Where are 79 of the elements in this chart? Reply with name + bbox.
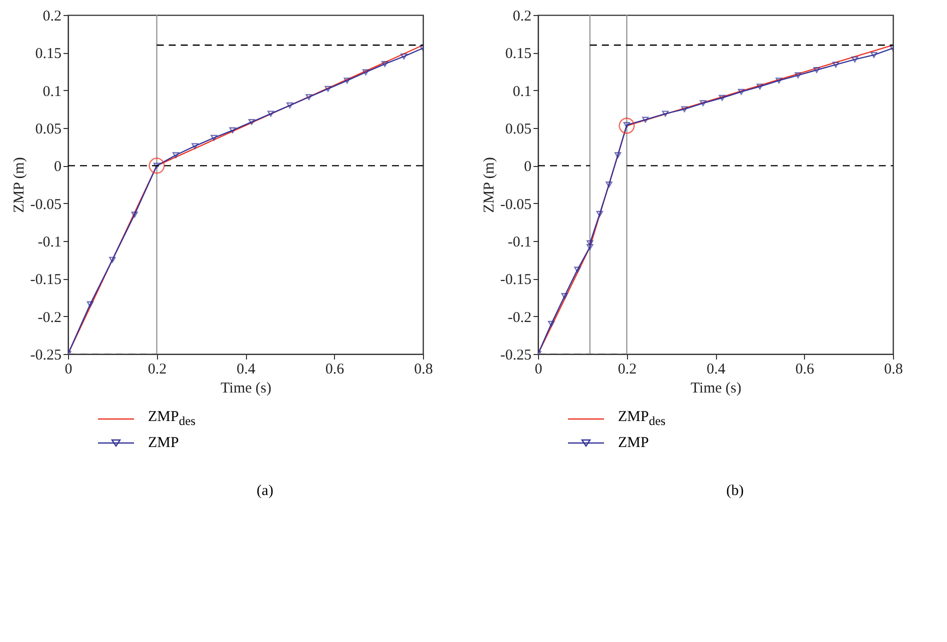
point	[382, 60, 388, 67]
point	[642, 116, 649, 123]
point	[229, 127, 236, 134]
point	[210, 134, 218, 141]
legend-label: ZMP	[148, 434, 179, 452]
point	[324, 86, 332, 92]
point	[561, 293, 568, 299]
point	[267, 110, 274, 117]
point	[738, 88, 745, 95]
point	[606, 182, 612, 188]
y-tick-label: -0.25	[30, 348, 62, 364]
x-tick-label: 0.8	[884, 362, 903, 378]
x-tick-label: 0.6	[795, 362, 815, 378]
y-tick-label: 0	[524, 159, 532, 176]
y-tick-label: -0.15	[500, 272, 532, 288]
point	[586, 240, 594, 246]
legend-label: ZMP$_{des}$	[148, 409, 196, 429]
point	[832, 62, 840, 68]
point	[681, 106, 688, 112]
y-tick-label: -0.15	[30, 272, 62, 288]
point	[548, 320, 555, 327]
y-tick-label: -0.05	[500, 196, 532, 213]
point	[109, 256, 116, 263]
x-tick-label: 0.4	[706, 362, 726, 378]
y-tick-label: -0.1	[38, 234, 62, 250]
point	[148, 158, 165, 174]
point	[586, 244, 594, 250]
x-axis-title: Time (s)	[220, 380, 272, 396]
y-axis-title: ZMP (m)	[481, 157, 498, 213]
y-tick-label: -0.05	[30, 196, 62, 213]
y-tick-label: 0.1	[42, 84, 62, 100]
legend-label: ZMP	[618, 434, 649, 452]
y-tick-label: -0.2	[508, 310, 532, 326]
point	[852, 56, 858, 62]
y-tick-label: -0.1	[508, 234, 532, 250]
y-tick-label: 0.05	[35, 122, 62, 138]
point	[286, 102, 294, 108]
point	[718, 94, 726, 101]
x-tick-label: 0.6	[325, 362, 345, 378]
point	[248, 119, 256, 125]
y-axis-title: ZMP (m)	[11, 157, 28, 213]
point	[86, 301, 94, 308]
point	[172, 152, 180, 158]
legend-label: ZMP$_{des}$	[618, 409, 666, 429]
point	[756, 84, 764, 90]
point	[614, 152, 622, 158]
point	[794, 72, 802, 78]
point	[776, 78, 782, 84]
point	[131, 212, 138, 218]
point	[344, 78, 350, 84]
x-tick-label: 0.8	[414, 362, 433, 378]
point	[700, 100, 706, 106]
point	[306, 94, 312, 100]
x-tick-label: 0.4	[236, 362, 256, 378]
y-tick-label: 0.2	[512, 8, 532, 24]
point	[192, 143, 198, 150]
y-tick-label: 0.1	[512, 84, 532, 100]
point	[662, 110, 669, 117]
y-tick-label: 0.05	[505, 122, 532, 138]
x-tick-label: 0.2	[148, 362, 167, 378]
y-tick-label: 0.15	[35, 46, 62, 62]
y-tick-label: -0.2	[38, 310, 62, 326]
point	[400, 53, 408, 60]
x-tick-label: 0	[64, 362, 72, 378]
point	[574, 266, 581, 273]
y-tick-label: -0.25	[500, 348, 532, 364]
x-axis-title: Time (s)	[690, 380, 742, 396]
y-tick-label: 0.2	[42, 8, 62, 24]
text: (b)	[725, 483, 745, 500]
point	[362, 69, 370, 76]
point	[813, 67, 820, 73]
point	[618, 118, 635, 134]
x-tick-label: 0.2	[618, 362, 637, 378]
y-tick-label: 0.15	[505, 46, 532, 62]
y-tick-label: 0	[54, 159, 62, 176]
text: (a)	[256, 483, 274, 500]
point	[596, 210, 604, 217]
x-tick-label: 0	[534, 362, 542, 378]
point	[870, 52, 878, 58]
